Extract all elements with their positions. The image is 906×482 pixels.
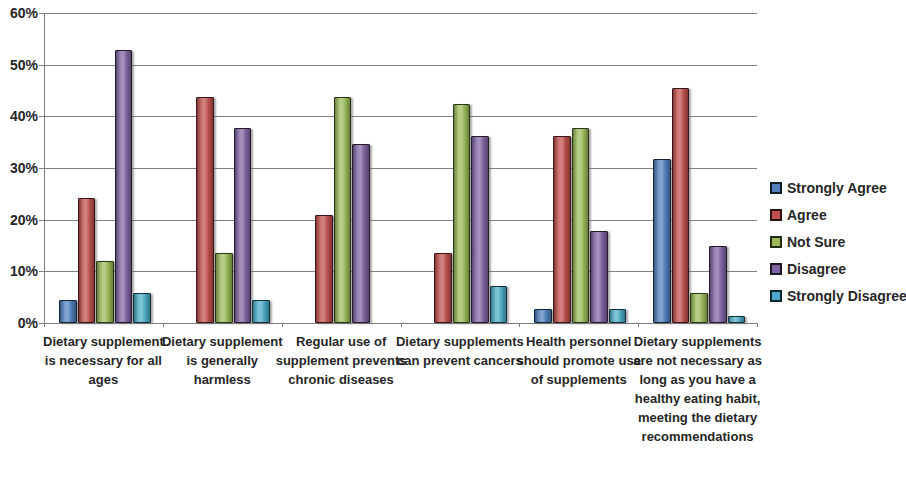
legend-label: Disagree <box>787 261 846 277</box>
bar-disagree <box>471 136 489 323</box>
x-axis-category-label: Dietary supplement is generally harmless <box>156 332 288 389</box>
x-axis-tick <box>282 323 283 327</box>
gridline <box>44 220 757 221</box>
bar-disagree <box>709 246 727 323</box>
legend-item: Strongly Disagree <box>770 282 906 309</box>
bar-strongly-disagree <box>252 300 270 323</box>
x-axis-tick <box>757 323 758 327</box>
x-axis-tick <box>519 323 520 327</box>
x-axis-tick <box>44 323 45 327</box>
legend-item: Disagree <box>770 255 906 282</box>
legend-label: Strongly Disagree <box>787 288 906 304</box>
x-axis-category-label: Dietary supplements can prevent cancers <box>394 332 526 370</box>
bar-agree <box>553 136 571 323</box>
x-axis-line <box>39 323 757 324</box>
x-axis-category-label: Regular use of supplement prevents chron… <box>275 332 407 389</box>
gridline <box>44 13 757 14</box>
gridline <box>44 168 757 169</box>
bar-strongly-agree <box>653 159 671 323</box>
y-axis-tick-label: 50% <box>0 57 38 73</box>
bar-agree <box>78 198 96 323</box>
bar-strongly-disagree <box>133 293 151 323</box>
gridline <box>44 271 757 272</box>
bar-disagree <box>590 231 608 323</box>
y-axis-tick-label: 60% <box>0 5 38 21</box>
y-axis-line <box>44 13 45 323</box>
bar-disagree <box>115 50 133 323</box>
y-axis-tick-label: 10% <box>0 263 38 279</box>
bar-not-sure <box>572 128 590 323</box>
x-axis-tick <box>401 323 402 327</box>
legend-label: Agree <box>787 207 827 223</box>
legend-swatch-icon <box>770 263 782 275</box>
y-axis-tick-label: 40% <box>0 108 38 124</box>
bar-not-sure <box>690 293 708 323</box>
bar-not-sure <box>453 104 471 323</box>
x-axis-category-label: Dietary supplement is necessary for all … <box>37 332 169 389</box>
bar-not-sure <box>334 97 352 323</box>
legend-label: Not Sure <box>787 234 845 250</box>
x-axis-category-label: Health personnel should promote use of s… <box>513 332 645 389</box>
bar-strongly-disagree <box>490 286 508 323</box>
legend-swatch-icon <box>770 290 782 302</box>
bar-disagree <box>234 128 252 323</box>
bar-agree <box>434 253 452 323</box>
legend-item: Not Sure <box>770 228 906 255</box>
x-axis-tick <box>638 323 639 327</box>
legend-swatch-icon <box>770 209 782 221</box>
bar-agree <box>315 215 333 324</box>
bar-not-sure <box>96 261 114 323</box>
legend-label: Strongly Agree <box>787 180 887 196</box>
legend-item: Strongly Agree <box>770 174 906 201</box>
y-axis-tick-label: 0% <box>0 315 38 331</box>
gridline <box>44 65 757 66</box>
bar-disagree <box>352 144 370 323</box>
x-axis-tick <box>163 323 164 327</box>
bar-strongly-agree <box>59 300 77 323</box>
bar-strongly-disagree <box>728 316 746 323</box>
x-axis-category-label: Dietary supplements are not necessary as… <box>632 332 764 446</box>
bar-not-sure <box>215 253 233 323</box>
bar-agree <box>196 97 214 323</box>
legend: Strongly Agree Agree Not Sure Disagree Stron… <box>770 174 906 309</box>
y-axis-tick-label: 30% <box>0 160 38 176</box>
legend-item: Agree <box>770 201 906 228</box>
y-axis-tick-label: 20% <box>0 212 38 228</box>
bar-strongly-agree <box>534 309 552 323</box>
bar-chart: 0% 10% 20% 30% 40% 50% 60% Dietary supplement i… <box>0 0 906 482</box>
legend-swatch-icon <box>770 182 782 194</box>
legend-swatch-icon <box>770 236 782 248</box>
gridline <box>44 116 757 117</box>
bar-agree <box>672 88 690 323</box>
bar-strongly-disagree <box>609 309 627 323</box>
